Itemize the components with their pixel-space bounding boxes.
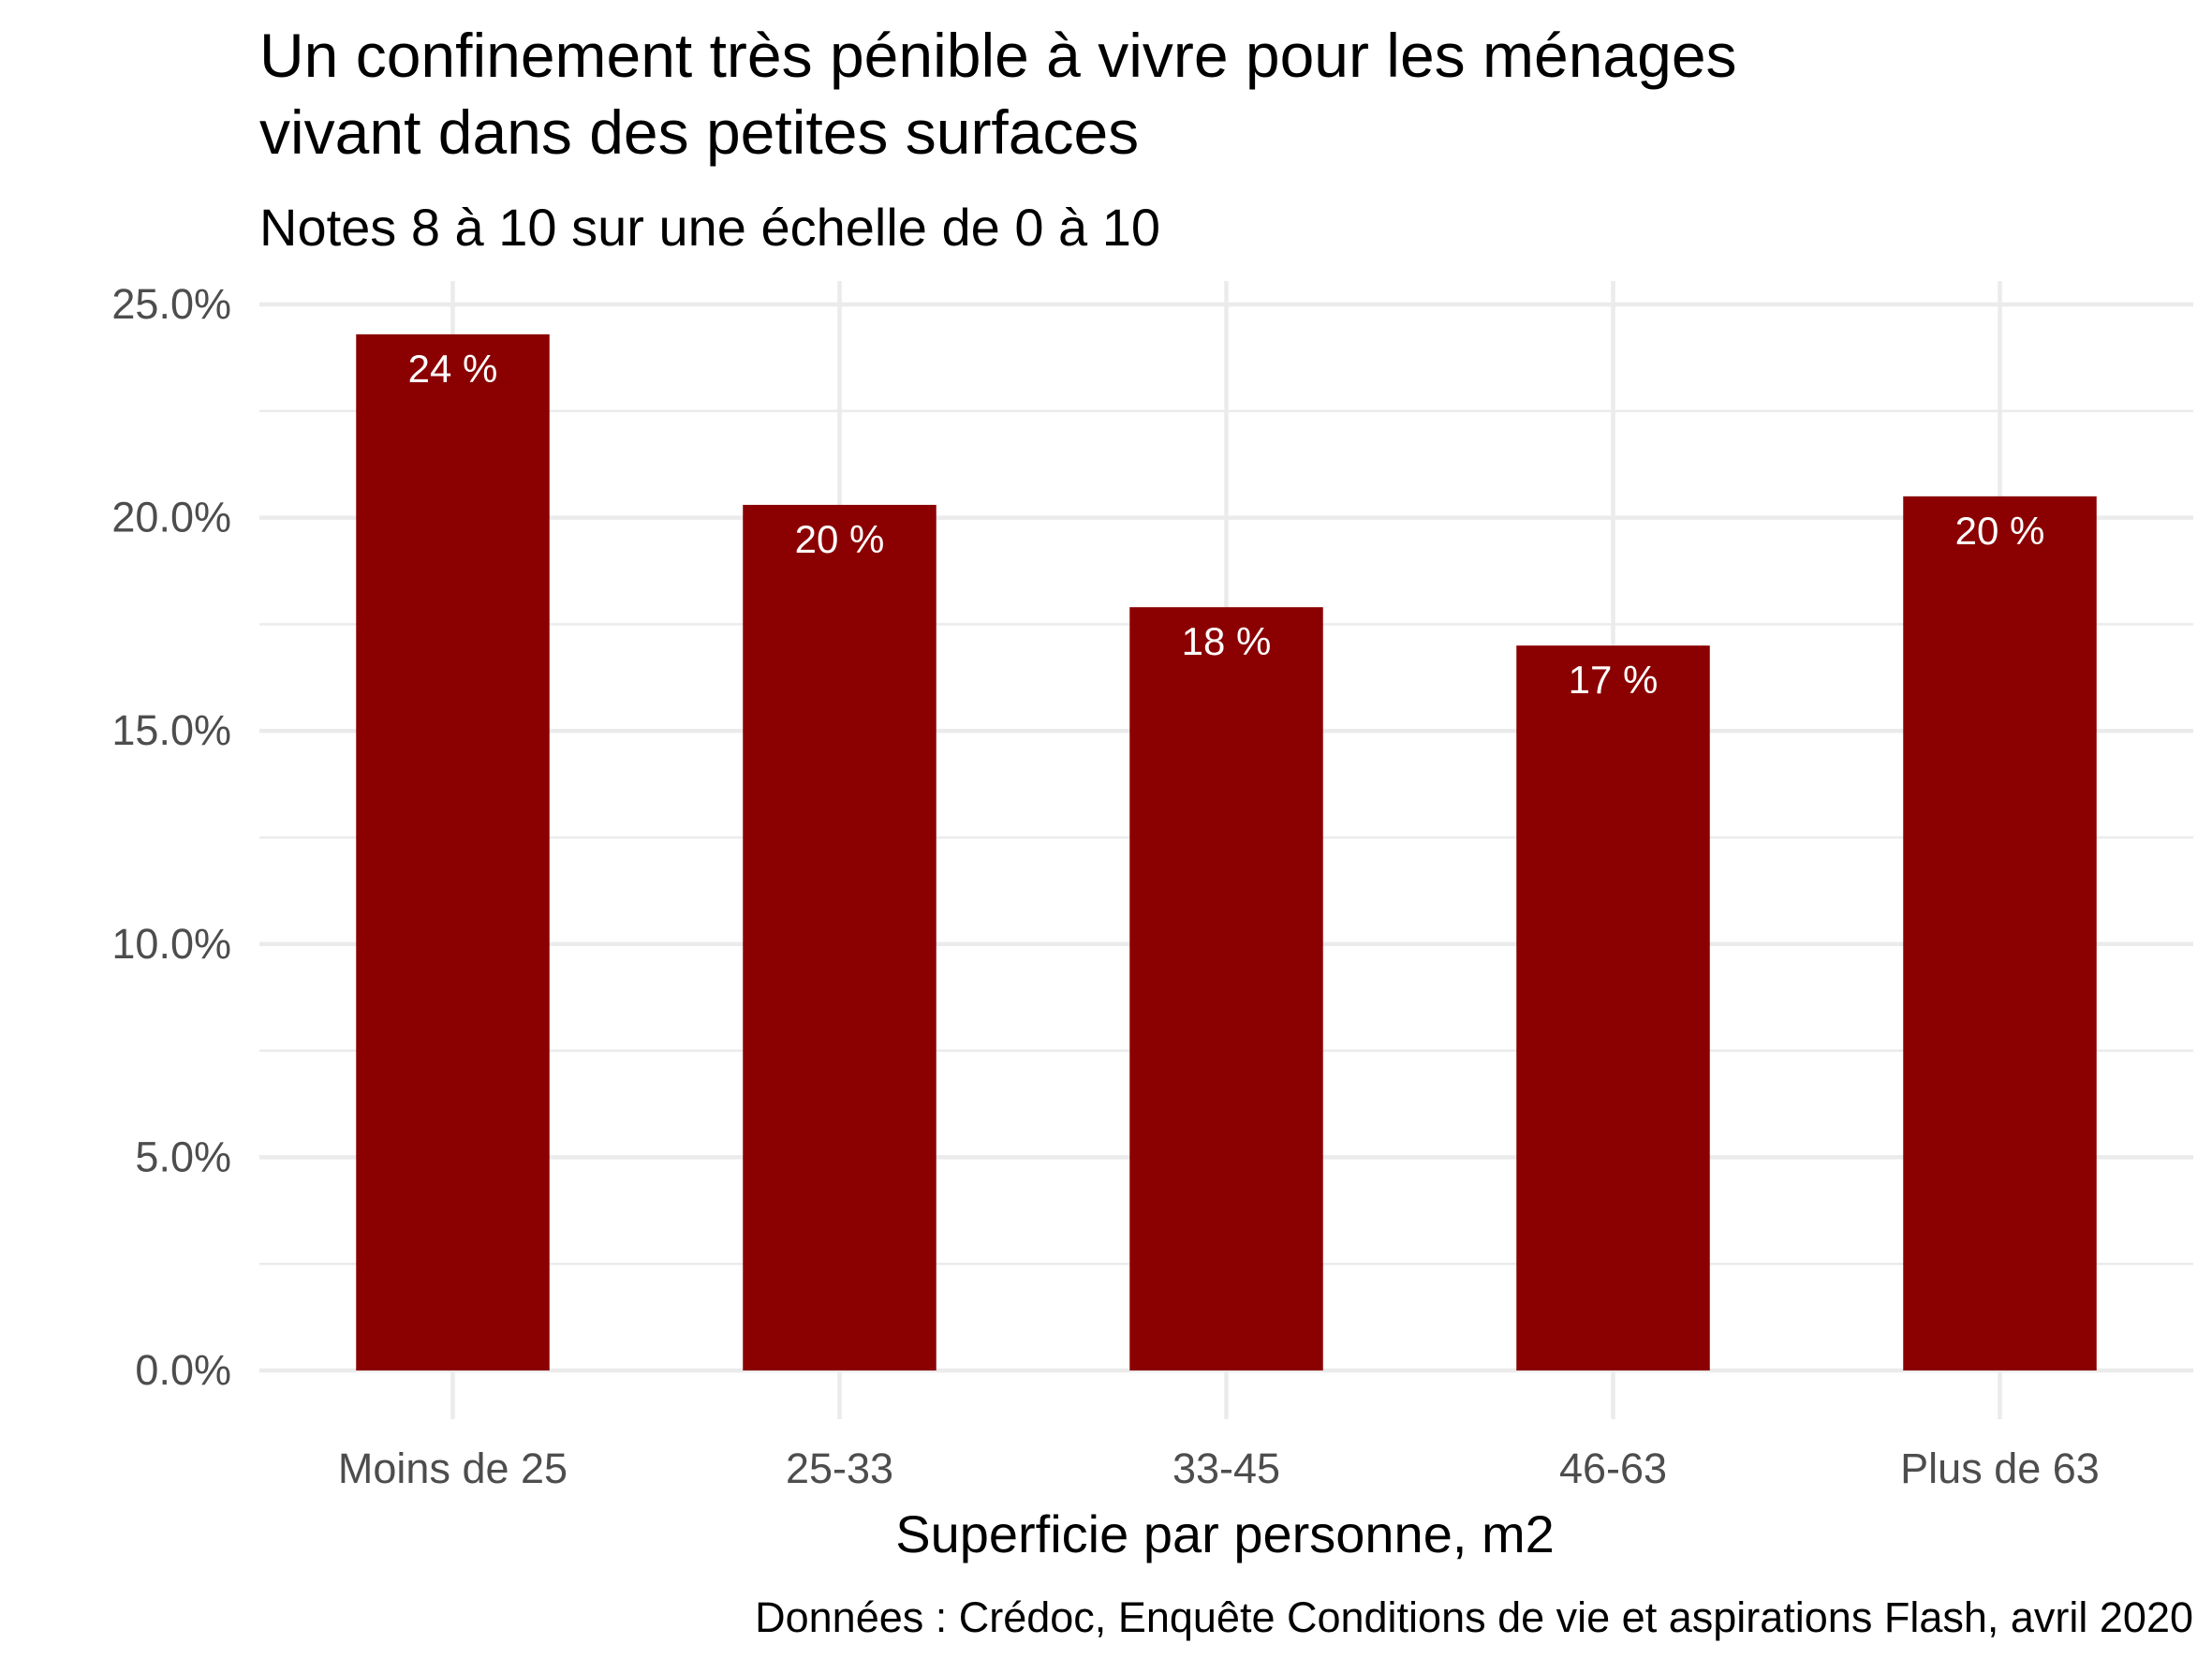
bar-data-label: 20 % <box>1955 509 2045 553</box>
bar <box>743 504 936 1370</box>
bar-data-label: 20 % <box>795 517 885 561</box>
data-labels: 24 % 20 % 18 % 17 % 20 % <box>408 347 2045 702</box>
x-axis-title: Superficie par personne, m2 <box>895 1504 1555 1563</box>
y-tick-label: 10.0% <box>111 920 231 968</box>
y-tick-label: 20.0% <box>111 494 231 541</box>
x-tick-label: 25-33 <box>786 1444 893 1492</box>
bar <box>1516 645 1710 1370</box>
bar-data-label: 17 % <box>1569 658 1659 702</box>
bars <box>356 333 2097 1370</box>
bar-data-label: 18 % <box>1182 619 1272 663</box>
y-tick-label: 15.0% <box>111 706 231 754</box>
y-tick-label: 5.0% <box>135 1133 231 1180</box>
y-tick-label: 0.0% <box>135 1346 231 1394</box>
chart-caption: Données : Crédoc, Enquête Conditions de … <box>755 1593 2193 1641</box>
chart-title: Un confinement très pénible à vivre pour… <box>259 21 1737 167</box>
chart-title-line-2: vivant dans des petites surfaces <box>259 97 1139 167</box>
bar <box>1903 496 2097 1370</box>
x-axis-tick-labels: Moins de 25 25-33 33-45 46-63 Plus de 63 <box>338 1444 2100 1492</box>
y-axis-tick-labels: 0.0% 5.0% 10.0% 15.0% 20.0% 25.0% <box>111 280 231 1394</box>
y-tick-label: 25.0% <box>111 280 231 328</box>
chart-title-line-1: Un confinement très pénible à vivre pour… <box>259 21 1737 90</box>
bar-data-label: 24 % <box>408 347 498 391</box>
bar <box>356 333 550 1370</box>
bar <box>1129 607 1323 1370</box>
x-tick-label: 33-45 <box>1172 1444 1280 1492</box>
x-tick-label: Moins de 25 <box>338 1444 568 1492</box>
x-tick-label: 46-63 <box>1559 1444 1667 1492</box>
x-tick-label: Plus de 63 <box>1900 1444 2100 1492</box>
chart-subtitle: Notes 8 à 10 sur une échelle de 0 à 10 <box>259 198 1160 257</box>
